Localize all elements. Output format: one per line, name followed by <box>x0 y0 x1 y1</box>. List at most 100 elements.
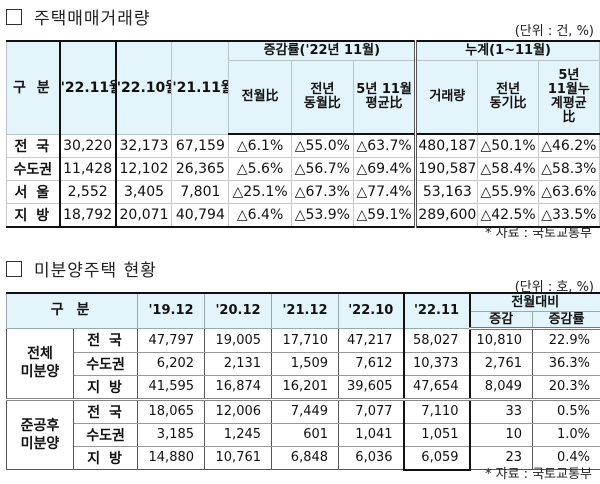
cell-2210: 1,041 <box>338 423 405 447</box>
section-title-unsold-housing: 미분양주택 현황 <box>6 256 157 281</box>
cell-2112: 1,509 <box>271 352 340 376</box>
cell-2211: 47,654 <box>402 375 471 401</box>
header-2211: '22.11 <box>402 292 471 329</box>
header-avg5-line1: 5년 11월 <box>356 81 412 97</box>
row-label: 전 국 <box>72 328 139 353</box>
header-yoy-line1: 전년 <box>310 81 335 97</box>
cell-1912: 6,202 <box>137 352 206 376</box>
cell-2211: 6,059 <box>402 446 471 471</box>
cell-2211: 10,373 <box>402 352 471 376</box>
table-row: 서 울 2,552 3,405 7,801 △25.1% △67.3% △77.… <box>5 180 600 204</box>
cell-2210: 47,217 <box>338 328 405 353</box>
cell-mom: △6.1% <box>228 133 292 158</box>
cell-yoy: △53.9% <box>290 203 354 228</box>
header-category: 구 분 <box>5 40 61 135</box>
unit-label: (단위 : 호, %) <box>514 280 594 295</box>
header-cum-yoy: 전년 동기比 <box>477 59 539 135</box>
checkbox-square-icon <box>6 8 22 25</box>
cell-2210: 3,405 <box>115 180 173 204</box>
table-row: 수도권 3,185 1,245 601 1,041 1,051 10 1.0% <box>7 423 600 447</box>
cell-cum-avg5: △33.5% <box>537 203 600 228</box>
cell-2210: 6,036 <box>338 446 405 470</box>
header-group-cumulative: 누계(1~11월) <box>414 40 600 61</box>
cell-diff: 8,049 <box>469 375 534 401</box>
cell-2210: 7,077 <box>338 399 405 424</box>
cell-diff: 33 <box>469 399 534 424</box>
cell-rate: 22.9% <box>532 328 600 353</box>
cell-cum-avg5: △58.3% <box>537 157 600 181</box>
checkbox-square-icon <box>6 260 22 277</box>
cell-rate: 1.0% <box>532 423 600 447</box>
cell-1912: 14,880 <box>137 446 206 470</box>
cell-2211: 18,792 <box>58 203 117 228</box>
header-2210: '22.10 <box>338 292 405 329</box>
unsold-housing-table: 구 분 '19.12 '20.12 '21.12 '22.10 '22.11 전… <box>5 292 600 471</box>
cell-cum-yoy: △55.9% <box>477 180 539 204</box>
cell-mom: △6.4% <box>228 203 292 228</box>
cell-2012: 10,761 <box>204 446 273 470</box>
cell-1912: 41,595 <box>137 375 206 401</box>
section-title-text: 주택매매거래량 <box>34 9 151 29</box>
cell-rate: 36.3% <box>532 352 600 376</box>
header-cum-avg5: 5년 11월누 계평균 比 <box>537 59 600 135</box>
row-label: 전 국 <box>72 399 139 424</box>
cell-diff: 23 <box>469 446 534 470</box>
cell-rate: 20.3% <box>532 375 600 401</box>
header-cum-yoy-line2: 동기比 <box>489 95 527 111</box>
cell-2012: 19,005 <box>204 328 273 353</box>
cell-avg5: △69.4% <box>352 157 417 181</box>
cell-2111: 7,801 <box>171 180 230 204</box>
group-label-line2: 미분양 <box>20 435 60 452</box>
header-category: 구 분 <box>5 292 139 329</box>
cell-cum-avg5: △63.6% <box>537 180 600 204</box>
header-diff: 증감 <box>469 310 534 330</box>
header-cum-avg5-line4: 比 <box>562 109 576 125</box>
cell-1912: 3,185 <box>137 423 206 447</box>
cell-2211: 11,428 <box>58 157 117 181</box>
cell-2210: 20,071 <box>115 203 173 228</box>
table-row: 수도권 6,202 2,131 1,509 7,612 10,373 2,761… <box>7 352 600 376</box>
header-mom: 전월比 <box>228 59 292 135</box>
cell-1912: 18,065 <box>137 399 206 424</box>
row-label: 수도권 <box>72 423 139 447</box>
section-title-text: 미분양주택 현황 <box>34 261 157 281</box>
table-row: 전 국 30,220 32,173 67,159 △6.1% △55.0% △6… <box>5 133 600 158</box>
header-cum-yoy-line1: 전년 <box>496 81 521 97</box>
header-2211: '22.11월 <box>58 40 117 135</box>
row-label: 지 방 <box>72 446 139 470</box>
source-note: * 자료 : 국토교통부 <box>485 467 592 482</box>
cell-cum-yoy: △58.4% <box>477 157 539 181</box>
cell-cum-avg5: △46.2% <box>537 133 600 158</box>
cell-rate: 0.5% <box>532 399 600 424</box>
cell-2112: 17,710 <box>271 328 340 353</box>
cell-yoy: △55.0% <box>290 133 354 158</box>
cell-yoy: △56.7% <box>290 157 354 181</box>
header-avg5-line2: 평균比 <box>365 95 403 111</box>
table-row: 지 방 18,792 20,071 40,794 △6.4% △53.9% △5… <box>5 203 600 228</box>
group-label: 준공후 미분양 <box>6 399 74 470</box>
cell-avg5: △59.1% <box>352 203 417 228</box>
cell-cum: 480,187 <box>414 133 479 158</box>
cell-avg5: △77.4% <box>352 180 417 204</box>
cell-mom: △25.1% <box>228 180 292 204</box>
cell-2210: 7,612 <box>338 352 405 376</box>
cell-2111: 67,159 <box>171 133 230 158</box>
cell-2211: 7,110 <box>402 399 471 424</box>
group-label-line1: 준공후 <box>20 417 60 434</box>
row-label: 지 방 <box>72 375 139 401</box>
cell-2211: 1,051 <box>402 423 471 447</box>
cell-diff: 10,810 <box>469 328 534 353</box>
cell-mom: △5.6% <box>228 157 292 181</box>
header-yoy: 전년 동월比 <box>290 59 354 135</box>
group-label-line2: 미분양 <box>20 364 60 380</box>
table-row: 수도권 11,428 12,102 26,365 △5.6% △56.7% △6… <box>5 157 600 181</box>
cell-cum: 289,600 <box>414 203 479 228</box>
cell-2210: 32,173 <box>115 133 173 158</box>
cell-diff: 10 <box>469 423 534 447</box>
header-2111: '21.11월 <box>171 40 230 135</box>
header-volume: 거래량 <box>414 59 479 135</box>
housing-transaction-table: 구 분 '22.11월 '22.10월 '21.11월 증감률('22년 11월… <box>5 40 600 228</box>
cell-2210: 12,102 <box>115 157 173 181</box>
row-label: 수도권 <box>72 352 139 376</box>
cell-2012: 1,245 <box>204 423 273 447</box>
